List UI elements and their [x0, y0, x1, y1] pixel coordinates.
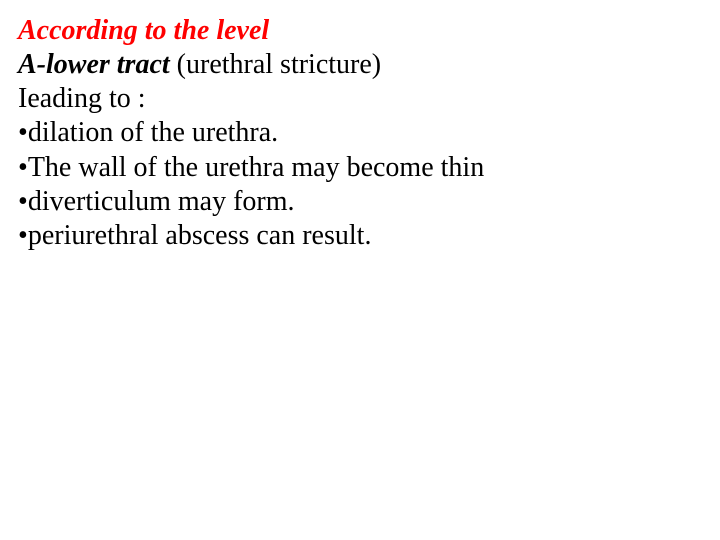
subheading-line: A-lower tract (urethral stricture) [18, 48, 702, 82]
bullet-text: The wall of the urethra may become thin [28, 152, 484, 183]
bullet-icon: • [18, 220, 28, 251]
bullet-icon: • [18, 186, 28, 217]
bullet-item: •The wall of the urethra may become thin [18, 151, 702, 185]
bullet-item: •periurethral abscess can result. [18, 219, 702, 253]
leading-text: Ieading to : [18, 82, 702, 116]
bullet-icon: • [18, 152, 28, 183]
bullet-text: periurethral abscess can result. [28, 220, 372, 251]
bullet-item: •diverticulum may form. [18, 185, 702, 219]
heading: According to the level [18, 14, 702, 48]
subheading-bold: A-lower tract [18, 49, 170, 80]
bullet-icon: • [18, 117, 28, 148]
subheading-paren: (urethral stricture) [170, 49, 381, 80]
bullet-text: diverticulum may form. [28, 186, 295, 217]
bullet-item: •dilation of the urethra. [18, 116, 702, 150]
bullet-text: dilation of the urethra. [28, 117, 278, 148]
